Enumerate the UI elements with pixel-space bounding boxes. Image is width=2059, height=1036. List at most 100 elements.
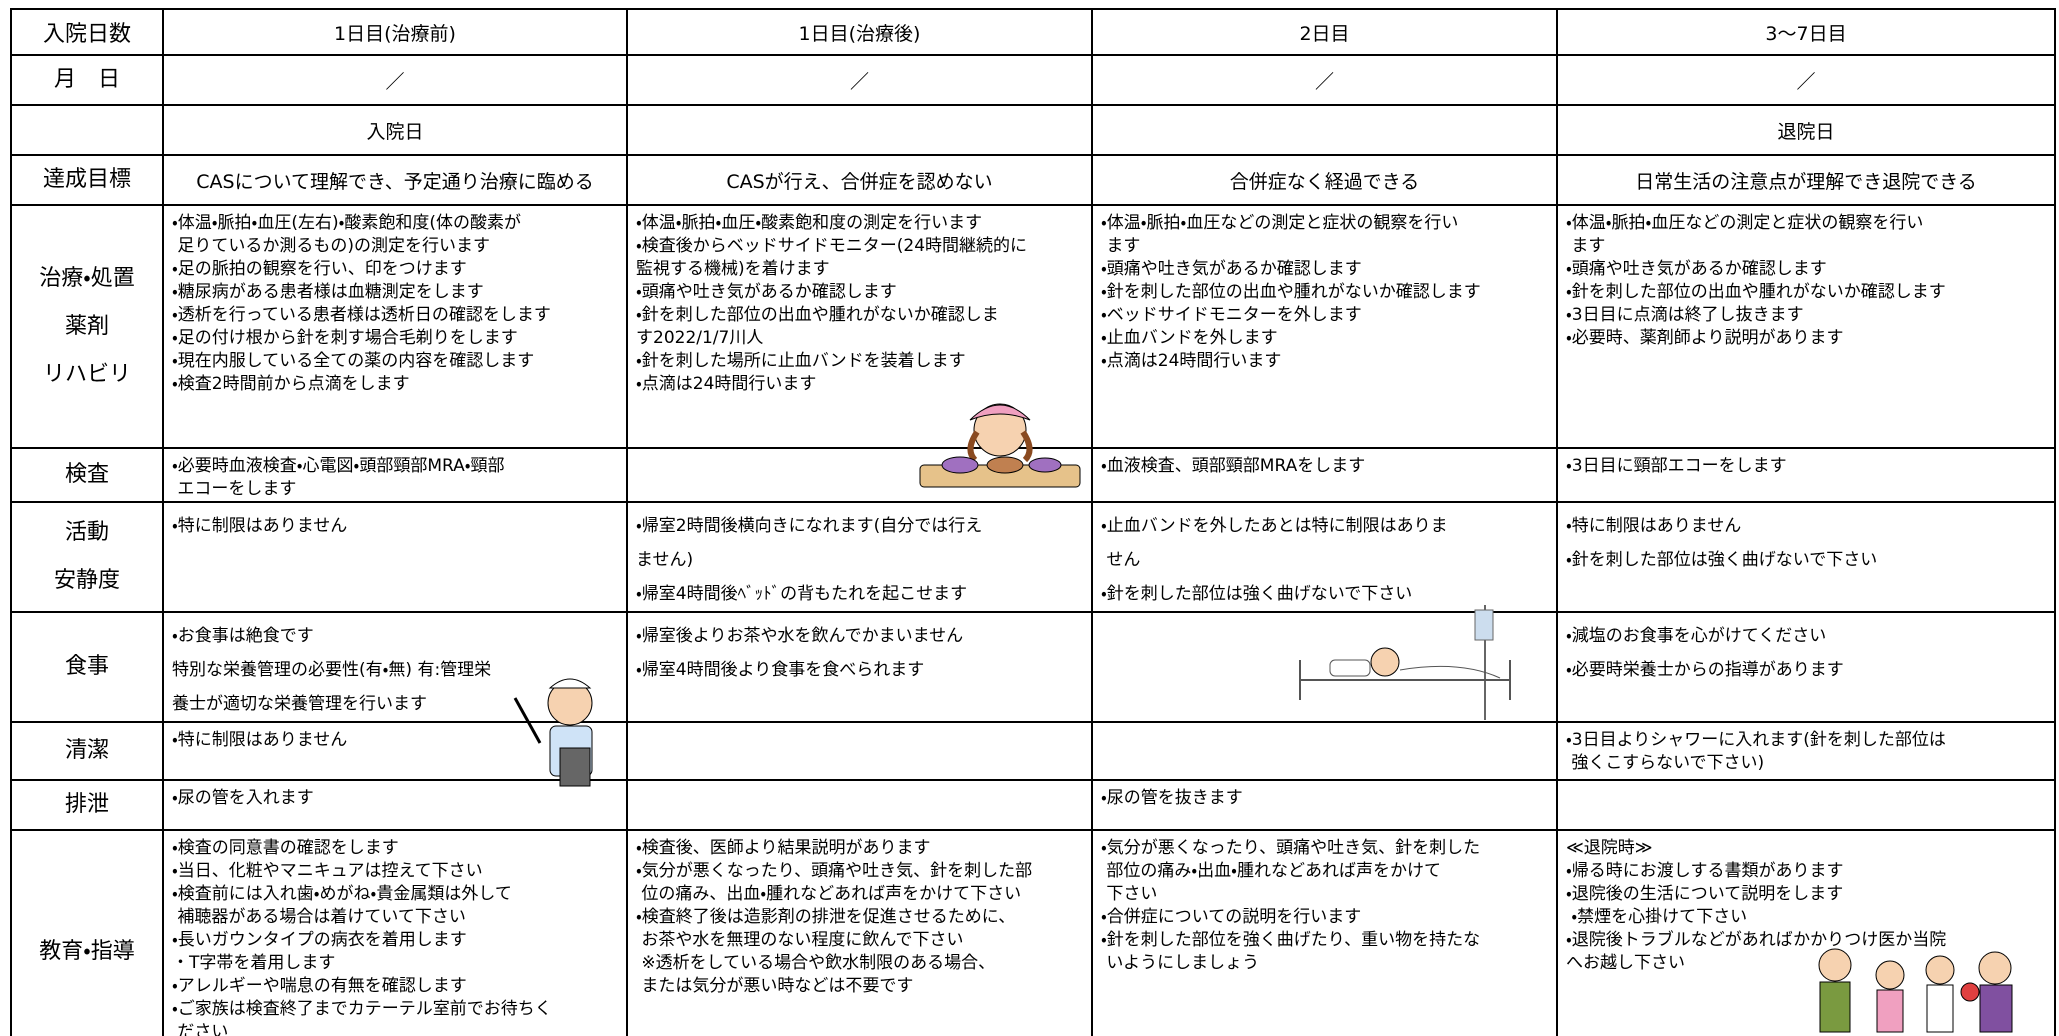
cell-line: ・尿の管を入れます [172,788,314,808]
cell-line: ／ [1314,70,1334,93]
cell: 日常生活の注意点が理解でき退院できる [1556,154,2056,206]
cell-line: ・検査の同意書の確認をします [172,838,399,858]
cell: CASについて理解でき、予定通り治療に臨める [162,154,628,206]
table-row: 検査 ・必要時血液検査・心電図・頭部頸部MRA・頸部 エコーをします ・血液検査、頭… [10,447,2056,503]
label-line: 活動 [64,520,109,545]
cell-line: ・検査2時間前から点滴をします [172,374,410,394]
label-line: 治療・処置 [39,265,135,291]
row-label: 活動 安静度 [10,501,164,613]
cell-line: 養士が適切な栄養管理を行います [172,694,427,714]
cell-line: 入院日 [366,120,424,143]
cell-line: 足りているか測るもの)の測定を行います [172,236,491,256]
family-illustration [1818,948,2013,1033]
cell-line: ません) [636,550,694,570]
cell-line: ・帰室4時間後ﾍﾞｯﾄﾞの背もたれを起こせます [636,584,968,604]
cell-line: ・検査終了後は造影剤の排泄を促進させるために、 [636,907,1016,927]
cell-line: 日常生活の注意点が理解でき退院できる [1635,170,1977,193]
cell [1556,779,2056,831]
row-label: 検査 [10,447,164,503]
cell-line: ・特に制限はありません [1566,516,1742,536]
cell-line: ・透析を行っている患者様は透析日の確認をします [172,305,551,325]
cell-line: ・検査前には入れ歯・めがね・貴金属類は外して [172,884,512,904]
cell-line: ・必要時血液検査・心電図・頭部頸部MRA・頸部 [172,456,505,476]
cell-line: ・帰る時にお渡しする書類があります [1566,861,1844,881]
cell-line: 下さい [1101,884,1158,904]
cell-line: ・気分が悪くなったり、頭痛や吐き気、針を刺した [1101,838,1481,858]
cell-line: ・止血バンドを外したあとは特に制限はありま [1101,516,1448,536]
cell-line: ・体温・脈拍・血圧・酸素飽和度の測定を行います [636,213,983,233]
cell-line: ・足の付け根から針を刺す場合毛剃りをします [172,328,518,348]
cell-line: ・減塩のお食事を心がけてください [1566,626,1827,646]
label-line: 教育・指導 [39,939,135,964]
cell-line: ・3日目よりシャワーに入れます(針を刺した部位は [1566,730,1946,750]
cell-line: 監視する機械)を着けます [636,259,830,279]
cell-line: ・帰室後よりお茶や水を飲んでかまいません [636,626,964,646]
cell: ≪退院時≫ ・帰る時にお渡しする書類があります ・退院後の生活について説明をします … [1556,829,2056,1036]
cell-line: CASについて理解でき、予定通り治療に臨める [196,170,594,193]
cell-line: ・点滴は24時間行います [636,374,817,394]
cell-line: 補聴器がある場合は着けていて下さい [172,907,466,927]
cell-line: いようにしましょう [1101,953,1260,973]
cell: ・血液検査、頭部頸部MRAをします [1091,447,1558,503]
cell-line: ・頭痛や吐き気があるか確認します [636,282,897,302]
cell [626,721,1093,781]
cell-line: ・体温・脈拍・血圧などの測定と症状の観察を行い [1566,213,1924,233]
cell-line: ・3日目に点滴は終了し抜きます [1566,305,1804,325]
cell-line: ・針を刺した部位は強く曲げないで下さい [1101,584,1413,604]
cell: ／ [1556,54,2056,106]
cell-line: ・針を刺した部位は強く曲げないで下さい [1566,550,1878,570]
cell-line: ・血液検査、頭部頸部MRAをします [1101,456,1366,476]
label-line: リハビリ [42,361,131,387]
cell: ・体温・脈拍・血圧などの測定と症状の観察を行い ます ・頭痛や吐き気があるか確認し… [1091,204,1558,449]
row-label: 食事 [10,611,164,723]
cell [1091,104,1558,156]
cell-line: へお越し下さい [1566,953,1685,973]
table-row: 食事 ・お食事は絶食です 特別な栄養管理の必要性(有・無) 有:管理栄 養士が適切な栄… [10,611,2056,723]
cell-line: ・点滴は24時間行います [1101,351,1282,371]
table-row: 清潔 ・特に制限はありません ・3日目よりシャワーに入れます(針を刺した部位は 強く… [10,721,2056,781]
cell-line: ・針を刺した場所に止血バンドを装着します [636,351,966,371]
row-label: 教育・指導 [10,829,164,1036]
cell-line: 退院日 [1777,120,1835,143]
cell: ・必要時血液検査・心電図・頭部頸部MRA・頸部 エコーをします [162,447,628,503]
label-line: 検査 [64,462,109,487]
cell-line: ・現在内服している全ての薬の内容を確認します [172,351,535,371]
label-line: 清潔 [64,738,109,763]
table-row: 月 日 ／ ／ ／ ／ [10,54,2056,106]
day-header: 1日目(治療後) [626,8,1093,56]
table-row: 治療・処置薬剤リハビリ ・体温・脈拍・血圧(左右)・酸素飽和度(体の酸素が 足りて… [10,204,2056,449]
cell-line: ださい [172,1022,229,1036]
cell: ・3日目に頸部エコーをします [1556,447,2056,503]
cell-line: ・ご家族は検査終了までカテーテル室前でお待ちく [172,999,552,1019]
cell-line: ・当日、化粧やマニキュアは控えて下さい [172,861,483,881]
day-header: 2日目 [1091,8,1558,56]
cell-line: ・合併症についての説明を行います [1101,907,1362,927]
nurse-pen-illustration [513,678,593,787]
cell-line: 特別な栄養管理の必要性(有・無) 有:管理栄 [172,660,492,680]
cell-line: ・検査後からベッドサイドモニター(24時間継続的に [636,236,1028,256]
cell-line: ／ [849,70,869,93]
cell-line: 部位の痛み・出血・腫れなどあれば声をかけて [1101,861,1441,881]
cell: ・帰室2時間後横向きになれます(自分では行え ません) ・帰室4時間後ﾍﾞｯﾄﾞの背… [626,501,1093,613]
cell-line: ・T字帯を着用します [172,953,336,973]
row-label [10,104,164,156]
cell-line: ・アレルギーや喘息の有無を確認します [172,976,467,996]
label-line: 薬剤 [64,313,109,339]
header-row: 入院日数 1日目(治療前) 1日目(治療後) 2日目 3～7日目 [10,8,2056,56]
cell-line: ・頭痛や吐き気があるか確認します [1101,259,1362,279]
label-line: 排泄 [64,792,109,817]
cell: ／ [626,54,1093,106]
cell-line: CASが行え、合併症を認めない [726,170,993,193]
cell-line: ・針を刺した部位を強く曲げたり、重い物を持たな [1101,930,1481,950]
table-row: 排泄 ・尿の管を入れます ・尿の管を抜きます [10,779,2056,831]
table-row: 教育・指導 ・検査の同意書の確認をします ・当日、化粧やマニキュアは控えて下さい ・検… [10,829,2056,1036]
table-row: 入院日 退院日 [10,104,2056,156]
cell-line: ・糖尿病がある患者様は血糖測定をします [172,282,484,302]
cell-line: せん [1101,550,1141,570]
cell-line: ・検査後、医師より結果説明があります [636,838,931,858]
cell: ・尿の管を入れます [162,779,628,831]
cell: ・検査後、医師より結果説明があります ・気分が悪くなったり、頭痛や吐き気、針を刺し… [626,829,1093,1036]
cell: ・体温・脈拍・血圧(左右)・酸素飽和度(体の酸素が 足りているか測るもの)の測定… [162,204,628,449]
